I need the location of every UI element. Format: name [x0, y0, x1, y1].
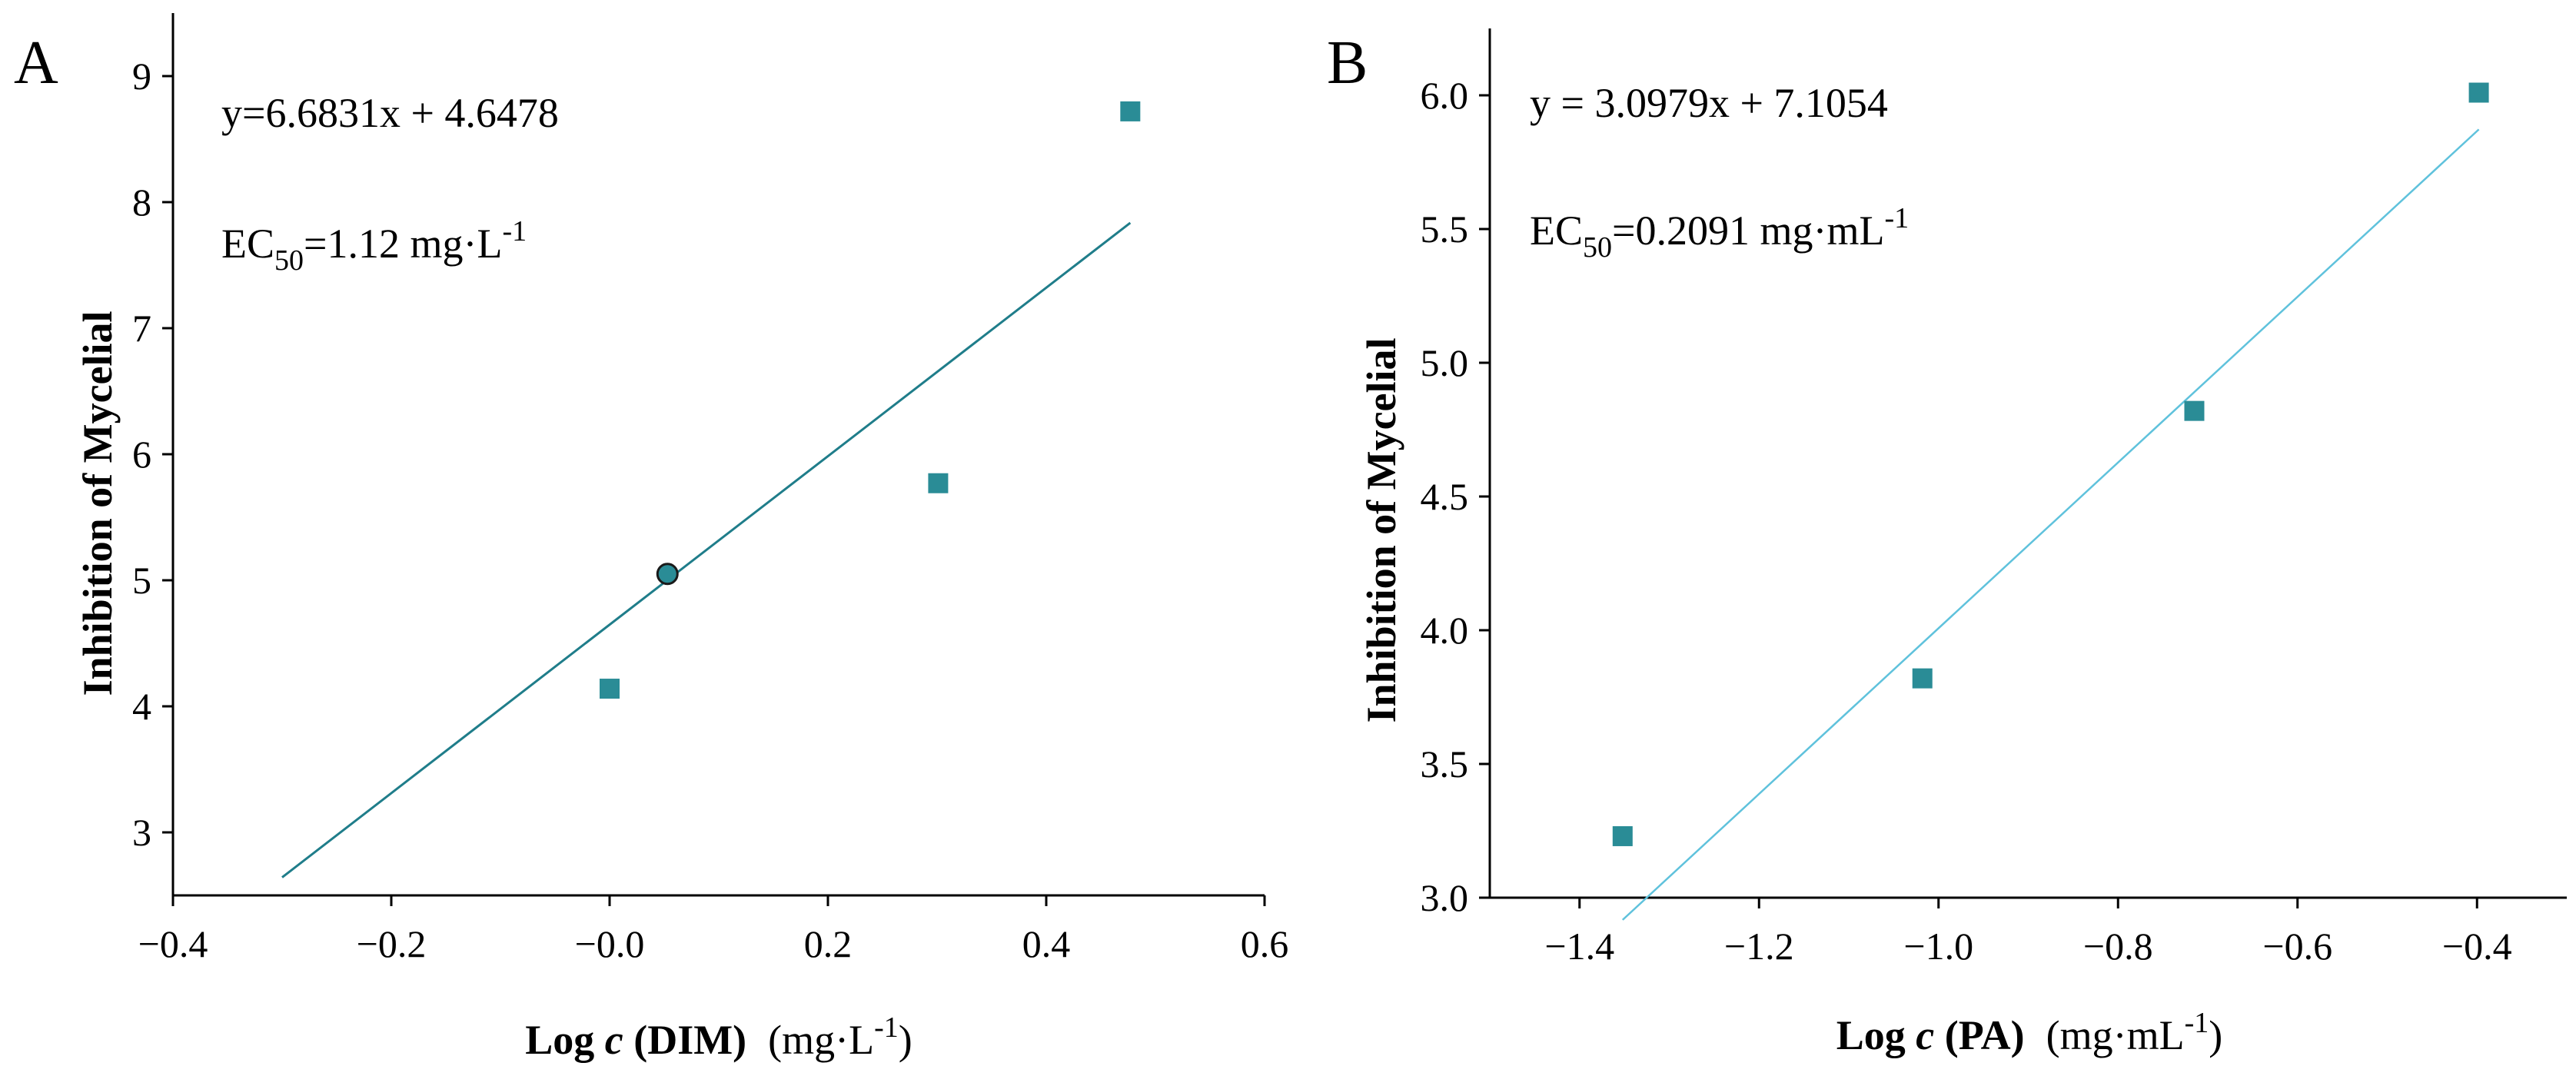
panel-a-x-tick-label: −0.2 — [357, 922, 427, 965]
panel-a-x-label-unit-sup: -1 — [874, 1011, 899, 1044]
panel-b-x-label-rest: (PA) — [1934, 1012, 2024, 1058]
panel-b-y-tick-label: 4.0 — [1421, 609, 1469, 652]
panel-a-y-tick-label: 8 — [132, 181, 151, 224]
panel-b-x-tick-label: −0.8 — [2083, 925, 2153, 968]
panel-b-y-ticks — [1479, 94, 1490, 899]
panel-a-y-tick-label: 5 — [132, 559, 151, 602]
panel-b-x-label-unit-sup: -1 — [2185, 1007, 2209, 1039]
panel-b-y-tick-label: 5.0 — [1421, 341, 1469, 384]
panel-a-x-tick-label: −0.4 — [138, 922, 208, 965]
panel-b-x-tick-label: −0.4 — [2442, 925, 2512, 968]
panel-a-x-label-unit-close: ) — [899, 1017, 912, 1063]
panel-b-y-tick-label: 4.5 — [1421, 475, 1469, 518]
panel-a-x-tick-labels: −0.4 −0.2 −0.0 0.2 0.4 0.6 — [138, 922, 1289, 965]
panel-a-x-label: Log c (DIM) (mg·L-1) — [525, 1011, 912, 1063]
panel-b-x-tick-label: −1.4 — [1544, 925, 1614, 968]
panel-a-y-tick-label: 9 — [132, 55, 151, 98]
panel-b-x-tick-label: −1.2 — [1724, 925, 1794, 968]
panel-b-data-point — [1612, 825, 1633, 846]
panel-a-y-tick-label: 6 — [132, 433, 151, 476]
panel-a-letter: A — [14, 29, 58, 97]
panel-a-x-label-main: Log — [525, 1017, 605, 1063]
panel-b-letter: B — [1327, 29, 1368, 97]
panel-a-x-tick-label: −0.0 — [575, 922, 645, 965]
panel-b-x-tick-label: −1.0 — [1903, 925, 1973, 968]
panel-b-x-label-unit: (mg·mL — [2046, 1012, 2185, 1058]
panel-a-x-label-rest: (DIM) — [623, 1017, 746, 1063]
panel-a-x-tick-label: 0.6 — [1241, 922, 1289, 965]
panel-a-y-label: Inhibition of Mycelial — [75, 311, 121, 696]
panel-b-y-tick-label: 6.0 — [1421, 74, 1469, 117]
panel-a-ec50-point — [656, 563, 679, 586]
panel-a-y-tick-label: 7 — [132, 307, 151, 350]
panel-b-data-points — [1612, 82, 2489, 846]
panel-a-data-points — [600, 101, 1141, 699]
panel-b-y-tick-labels: 3.0 3.5 4.0 4.5 5.0 5.5 6.0 — [1421, 74, 1469, 919]
panel-a-y-tick-label: 4 — [132, 685, 151, 728]
panel-a-ec50-prefix: EC — [221, 221, 274, 267]
panel-b-x-tick-labels: −1.4 −1.2 −1.0 −0.8 −0.6 −0.4 — [1544, 925, 2511, 968]
panel-b-x-label-main: Log — [1836, 1012, 1916, 1058]
panel-b-y-tick-label: 3.0 — [1421, 876, 1469, 919]
panel-b-x-ticks — [1578, 898, 2478, 908]
panel-a-ec50-value: =1.12 mg·L — [304, 221, 502, 267]
panel-a-data-point — [1120, 101, 1141, 121]
panel-b-x-label-var: c — [1916, 1012, 1934, 1058]
panel-b-x-tick-label: −0.6 — [2262, 925, 2332, 968]
panel-b-ec50-sub: 50 — [1583, 231, 1612, 264]
panel-b-equation: y = 3.0979x + 7.1054 — [1530, 80, 1888, 126]
panel-a-x-ticks — [171, 895, 1266, 906]
panel-a-fit-line — [281, 221, 1132, 878]
panel-b-x-label: Log c (PA) (mg·mL-1) — [1836, 1007, 2223, 1058]
panel-a-x-label-var: c — [605, 1017, 623, 1063]
panel-a-y-tick-labels: 3 4 5 6 7 8 9 — [132, 55, 151, 854]
panel-a-data-point — [600, 679, 620, 699]
panel-b-x-label-unit-close: ) — [2209, 1012, 2222, 1058]
panel-b: B −1.4 −1.2 −1.0 −0.8 −0.6 −0.4 3.0 3.5 4.0 4.5 5… — [1327, 28, 2567, 1058]
panel-b-fit-line — [1621, 128, 2480, 921]
panel-b-ec50-sup: -1 — [1884, 202, 1909, 234]
panel-a-y-ticks — [162, 75, 173, 834]
panel-b-y-label: Inhibition of Mycelial — [1358, 337, 1404, 722]
panel-a-x-label-unit: (mg·L — [768, 1017, 874, 1063]
panel-b-ec50-prefix: EC — [1530, 208, 1583, 254]
panel-a-ec50-label: EC50=1.12 mg·L-1 — [221, 215, 527, 277]
panel-a-data-point — [928, 473, 949, 493]
panel-b-y-tick-label: 5.5 — [1421, 208, 1469, 251]
panel-b-data-point — [2468, 82, 2489, 103]
panel-b-ec50-value: =0.2091 mg·mL — [1612, 208, 1884, 254]
panel-a-x-tick-label: 0.2 — [804, 922, 853, 965]
panel-b-data-point — [2184, 400, 2205, 421]
panel-a-equation: y=6.6831x + 4.6478 — [221, 90, 559, 136]
panel-b-ec50-label: EC50=0.2091 mg·mL-1 — [1530, 202, 1909, 264]
panel-a: A −0.4 −0.2 −0.0 0.2 0.4 0.6 3 4 5 6 7 8 9 y=6.6831… — [14, 13, 1288, 1063]
panel-b-y-tick-label: 3.5 — [1421, 742, 1469, 785]
panel-b-data-point — [1912, 668, 1933, 689]
panel-a-ec50-sub: 50 — [274, 244, 304, 277]
panel-a-ec50-sup: -1 — [502, 215, 527, 247]
panel-a-y-tick-label: 3 — [132, 811, 151, 854]
panel-a-x-tick-label: 0.4 — [1022, 922, 1071, 965]
